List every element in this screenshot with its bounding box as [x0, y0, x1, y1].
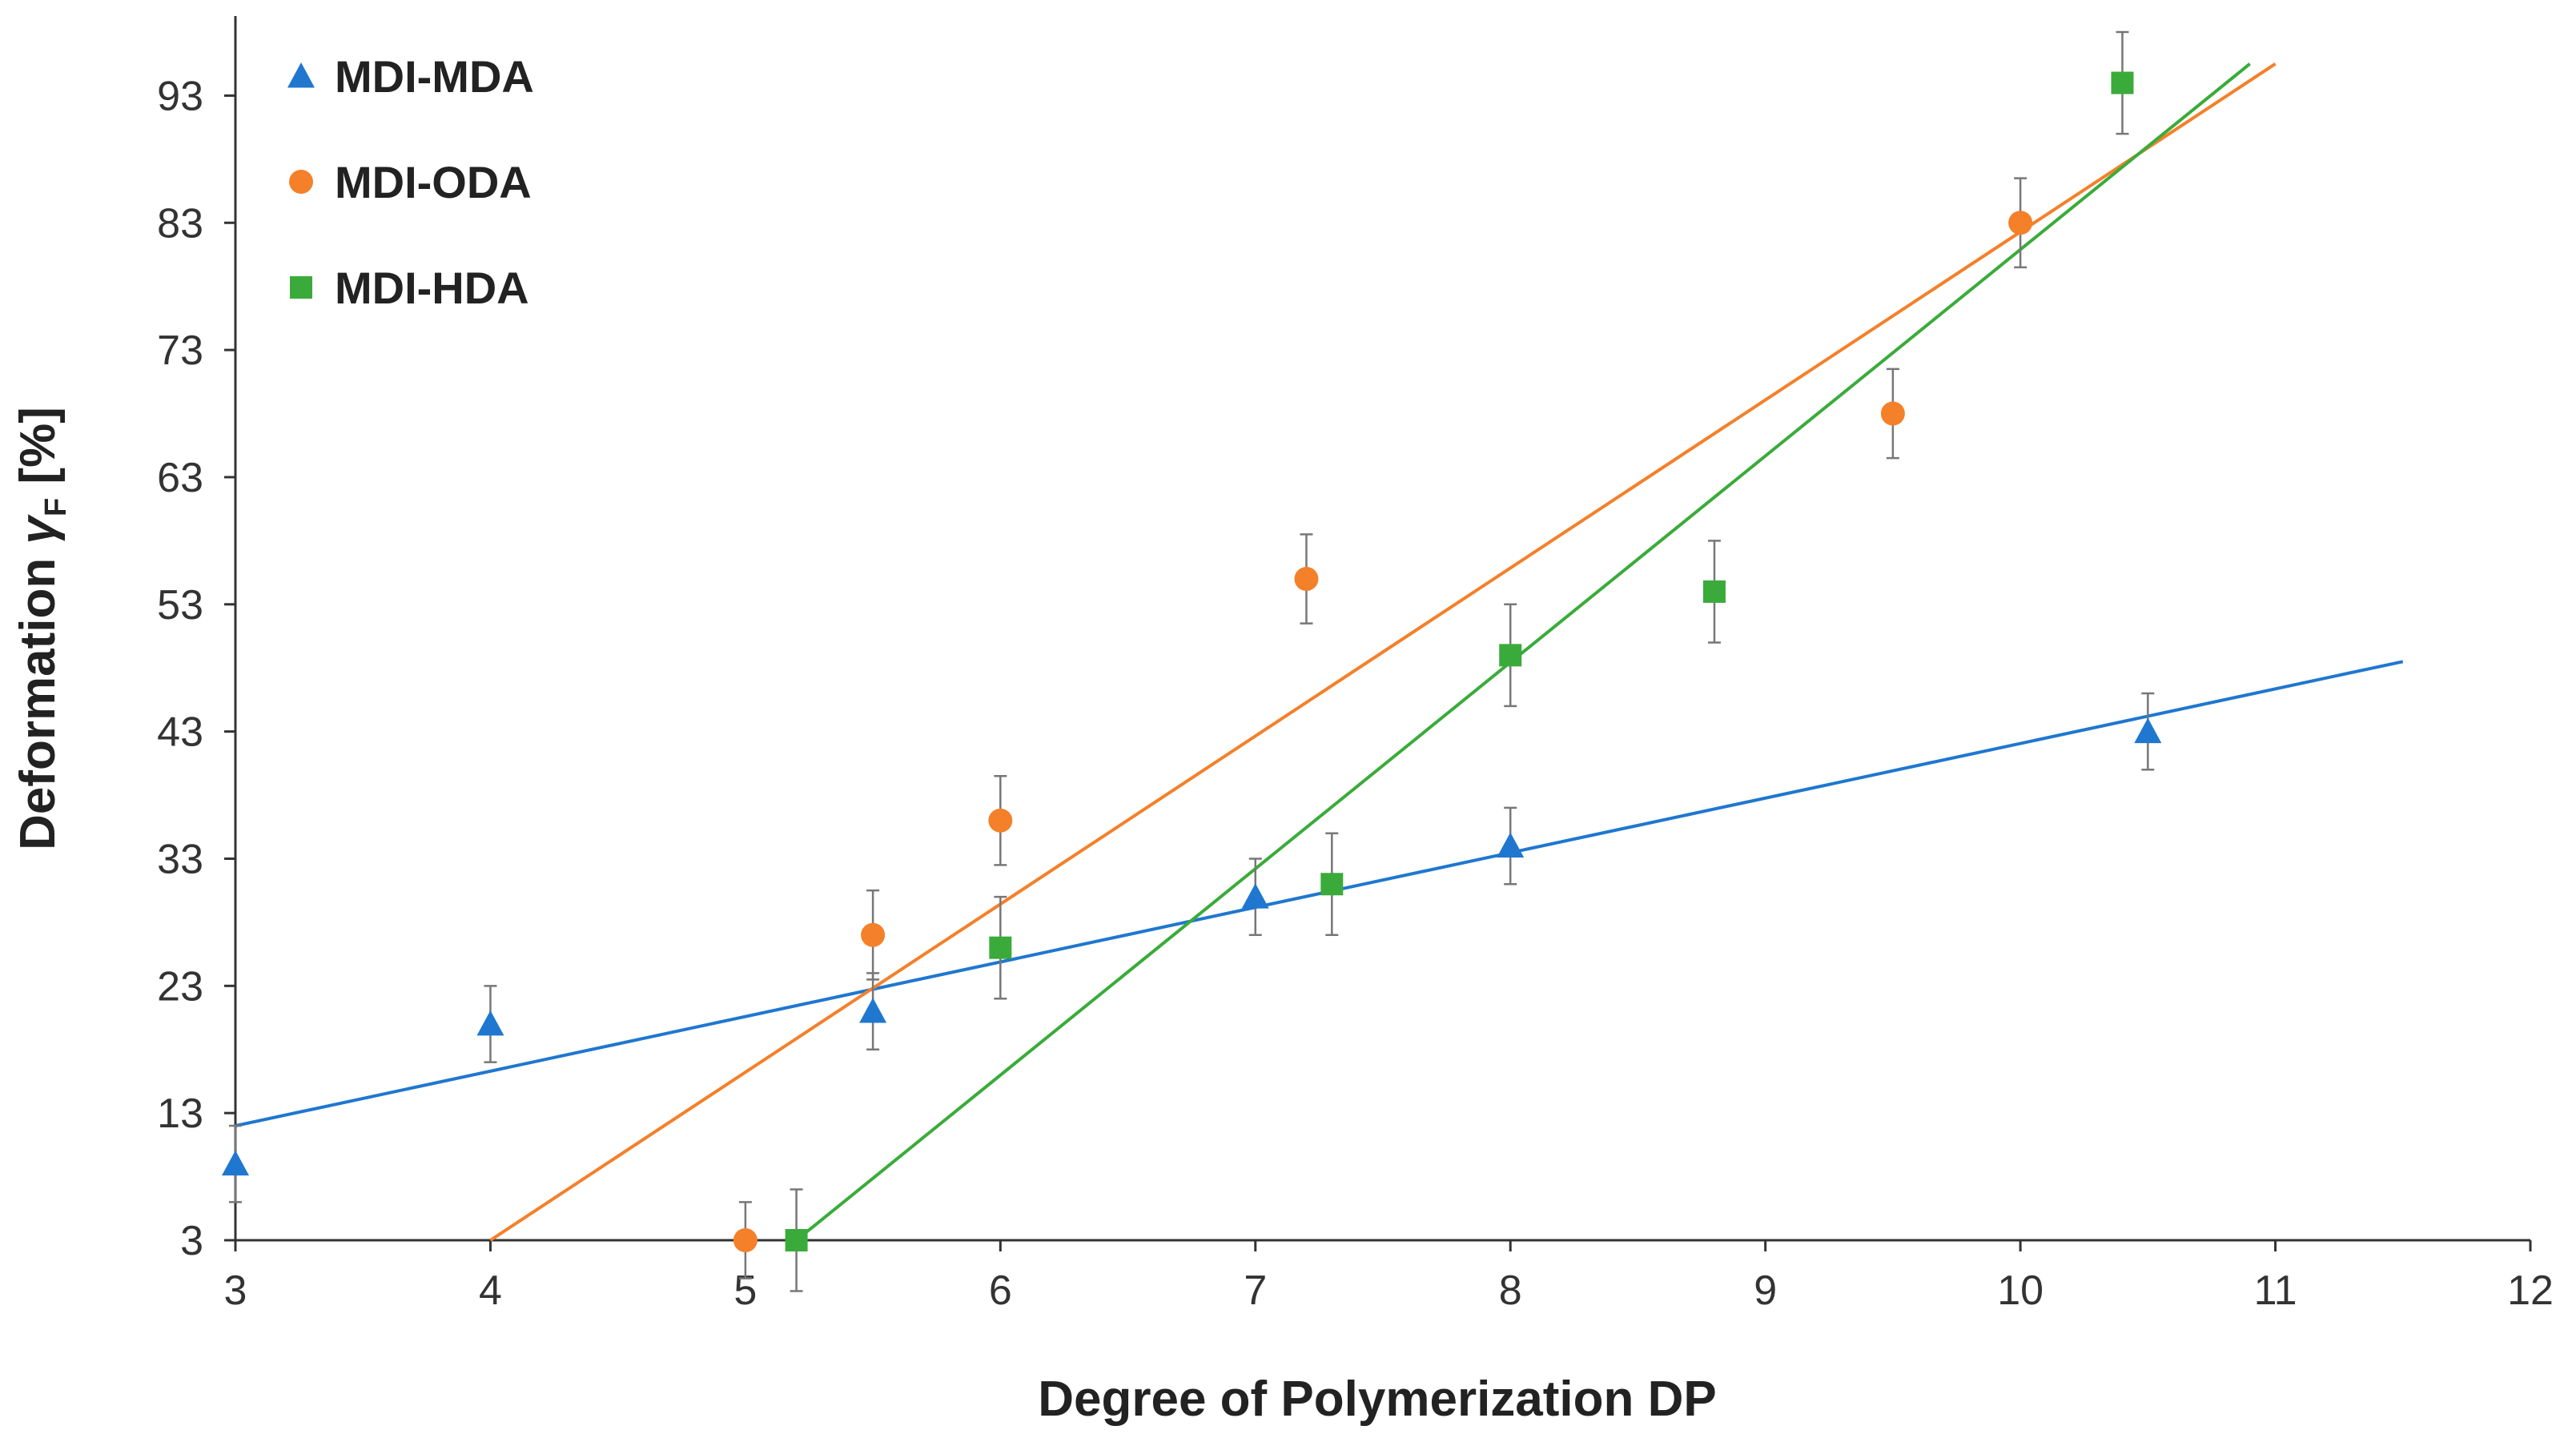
- y-tick-label: 13: [157, 1091, 203, 1137]
- legend-label-mdi-oda: MDI-ODA: [335, 157, 532, 207]
- y-tick-label: 33: [157, 836, 203, 882]
- legend-item-mdi-hda: MDI-HDA: [290, 263, 529, 313]
- legend-marker-mdi-mda: [287, 62, 315, 88]
- error-bars: [229, 30, 2155, 1292]
- point-mdi-mda: [2134, 717, 2162, 744]
- point-mdi-oda: [1294, 567, 1319, 592]
- point-mdi-oda: [2008, 211, 2033, 235]
- trendline-mdi-oda: [489, 62, 2277, 1242]
- y-tick-label: 23: [157, 963, 203, 1010]
- trendline-mdi-hda: [795, 62, 2251, 1242]
- x-tick-label: 3: [224, 1267, 247, 1314]
- y-tick-label: 83: [157, 200, 203, 247]
- point-mdi-hda: [1702, 580, 1726, 603]
- y-axis-title-symbol: γ: [10, 514, 66, 544]
- y-axis-title-suffix: [%]: [10, 407, 66, 498]
- point-mdi-oda: [1880, 401, 1905, 426]
- y-tick-label: 3: [180, 1218, 203, 1264]
- data-points: [222, 71, 2162, 1252]
- x-tick-label: 10: [1997, 1267, 2044, 1314]
- point-mdi-oda: [733, 1228, 758, 1252]
- point-mdi-hda: [2111, 71, 2134, 94]
- point-mdi-hda: [1499, 644, 1522, 667]
- y-tick-label: 53: [157, 582, 203, 629]
- trendline-mdi-mda: [235, 660, 2404, 1127]
- y-axis-title: Deformation γF [%]: [10, 407, 73, 850]
- point-mdi-hda: [1320, 873, 1344, 896]
- legend: MDI-MDA MDI-ODA MDI-HDA: [287, 51, 534, 313]
- y-axis-title-subscript: F: [39, 498, 73, 516]
- point-mdi-hda: [785, 1229, 808, 1251]
- point-mdi-oda: [861, 922, 886, 947]
- point-mdi-mda: [222, 1150, 249, 1176]
- point-mdi-mda: [1497, 832, 1525, 858]
- legend-marker-mdi-hda: [290, 276, 312, 299]
- legend-label-mdi-mda: MDI-MDA: [335, 51, 534, 102]
- legend-marker-mdi-oda: [289, 170, 313, 194]
- x-tick-label: 12: [2507, 1267, 2554, 1314]
- y-tick-label: 63: [157, 455, 203, 501]
- point-mdi-mda: [476, 1010, 504, 1036]
- x-tick-label: 6: [989, 1267, 1012, 1314]
- y-tick-label: 93: [157, 73, 203, 119]
- point-mdi-oda: [988, 808, 1013, 833]
- y-axis-title-prefix: Deformation: [10, 544, 66, 850]
- legend-item-mdi-mda: MDI-MDA: [287, 51, 534, 102]
- legend-label-mdi-hda: MDI-HDA: [335, 263, 529, 313]
- x-tick-label: 4: [479, 1267, 502, 1314]
- trendlines: [235, 62, 2404, 1242]
- x-tick-label: 8: [1499, 1267, 1522, 1314]
- legend-item-mdi-oda: MDI-ODA: [289, 157, 532, 207]
- x-tick-label: 9: [1754, 1267, 1777, 1314]
- point-mdi-mda: [859, 998, 887, 1023]
- x-axis-title: Degree of Polymerization DP: [1038, 1372, 1717, 1427]
- y-tick-label: 43: [157, 709, 203, 756]
- y-tick-label: 73: [157, 327, 203, 374]
- point-mdi-hda: [989, 936, 1012, 959]
- x-tick-label: 7: [1244, 1267, 1267, 1314]
- x-tick-label: 11: [2254, 1267, 2297, 1314]
- point-mdi-mda: [1241, 883, 1269, 909]
